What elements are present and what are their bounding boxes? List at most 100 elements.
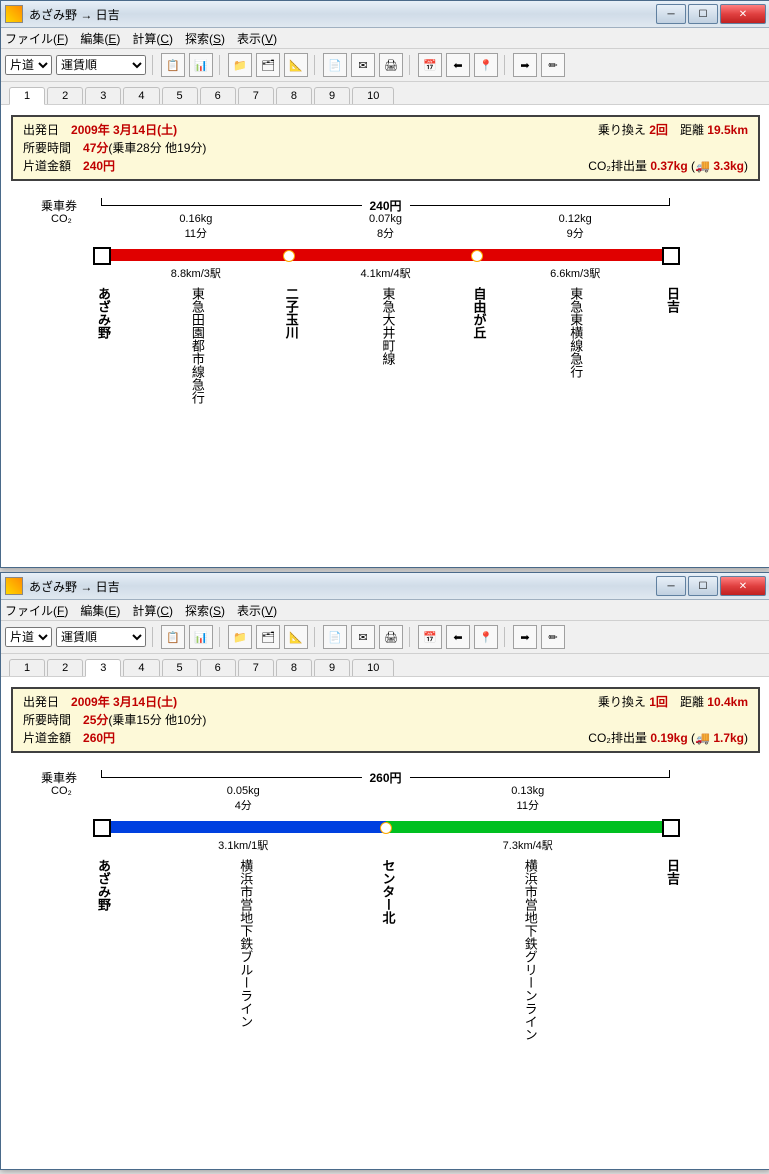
km-seg-value: 6.6km/3駅 [480,265,670,281]
toolbar-button[interactable]: 🗂 [256,53,280,77]
minimize-button[interactable]: ─ [656,4,686,24]
xfer-label: 乗り換え [598,695,646,709]
menu-item[interactable]: 計算(C) [132,30,173,47]
tab[interactable]: 9 [314,87,350,104]
xfer-value: 1回 [649,695,668,709]
toolbar-button[interactable]: ➡ [513,53,537,77]
menu-item[interactable]: 計算(C) [132,602,173,619]
sort-select[interactable]: 運賃順 [56,55,146,75]
toolbar-button[interactable]: 📐 [284,53,308,77]
dep-value: 2009年 3月14日(土) [71,695,177,709]
toolbar-button[interactable]: 📅 [418,53,442,77]
menu-item[interactable]: 探索(S) [185,30,225,47]
toolbar-button[interactable]: ✏ [541,53,565,77]
content-area: 出発日 2009年 3月14日(土) 所要時間 47分(乗車28分 他19分) … [1,105,769,567]
menu-item[interactable]: ファイル(F) [5,602,68,619]
toolbar-button[interactable]: ⬅ [446,625,470,649]
tab[interactable]: 4 [123,659,159,676]
menu-item[interactable]: ファイル(F) [5,30,68,47]
tab[interactable]: 5 [162,659,198,676]
app-icon [5,5,23,23]
co2-seg-value: 0.07kg [291,213,481,225]
tab[interactable]: 10 [352,87,394,104]
menu-item[interactable]: 表示(V) [237,30,277,47]
tab[interactable]: 10 [352,659,394,676]
tab[interactable]: 3 [85,659,121,677]
toolbar-button[interactable]: 🖨 [379,625,403,649]
tab[interactable]: 9 [314,659,350,676]
toolbar-button[interactable]: 📊 [189,53,213,77]
tab[interactable]: 8 [276,659,312,676]
toolbar-button[interactable]: 📄 [323,53,347,77]
toolbar-button[interactable]: 📋 [161,53,185,77]
toolbar-button[interactable]: 📁 [228,53,252,77]
xfer-value: 2回 [649,123,668,137]
tab[interactable]: 7 [238,87,274,104]
close-button[interactable]: ✕ [720,576,766,596]
trip-type-select[interactable]: 片道 [5,627,52,647]
toolbar-button[interactable]: 🗂 [256,625,280,649]
menu-item[interactable]: 探索(S) [185,602,225,619]
tab[interactable]: 6 [200,87,236,104]
maximize-button[interactable]: ☐ [688,4,718,24]
sort-select[interactable]: 運賃順 [56,627,146,647]
window-title: あざみ野 → 日吉 [29,578,656,595]
tab[interactable]: 4 [123,87,159,104]
station-terminal-icon [662,247,680,265]
truck-icon: 🚚 [695,731,710,745]
tab[interactable]: 3 [85,87,121,104]
toolbar-button[interactable]: 📍 [474,53,498,77]
line-name: 東急田園都市線急行 [188,287,207,404]
toolbar-button[interactable]: 📋 [161,625,185,649]
dist-value: 19.5km [707,123,748,137]
toolbar-button[interactable]: ✉ [351,625,375,649]
menu-item[interactable]: 編集(E) [80,602,120,619]
tab[interactable]: 2 [47,87,83,104]
tab[interactable]: 8 [276,87,312,104]
content-area: 出発日 2009年 3月14日(土) 所要時間 25分(乗車15分 他10分) … [1,677,769,1169]
tab[interactable]: 1 [9,659,45,676]
maximize-button[interactable]: ☐ [688,576,718,596]
time-seg-value: 11分 [101,225,291,241]
tab[interactable]: 6 [200,659,236,676]
fare-value: 240円 [83,159,115,173]
toolbar-button[interactable]: 📊 [189,625,213,649]
toolbar-button[interactable]: 📄 [323,625,347,649]
tab[interactable]: 2 [47,659,83,676]
toolbar-button[interactable]: ✉ [351,53,375,77]
fare-header: 乗車券 260円 [101,769,670,771]
close-button[interactable]: ✕ [720,4,766,24]
route-segment [386,821,671,833]
toolbar-button[interactable]: 📅 [418,625,442,649]
co2-value: 0.19kg [650,731,687,745]
menu-item[interactable]: 編集(E) [80,30,120,47]
fare-left-label: 乗車券 [41,769,77,786]
fare-center-value: 240円 [361,197,409,214]
tab[interactable]: 7 [238,659,274,676]
fare-header: 乗車券 240円 [101,197,670,199]
menu-item[interactable]: 表示(V) [237,602,277,619]
toolbar-button[interactable]: 📐 [284,625,308,649]
km-seg-value: 4.1km/4駅 [291,265,481,281]
minimize-button[interactable]: ─ [656,576,686,596]
station-name: 日吉 [663,287,682,313]
line-name: 東急大井町線 [379,287,398,365]
route-diagram: 乗車券 240円CO₂0.16kg0.07kg0.12kg11分8分9分8.8k… [11,197,760,557]
toolbar-button[interactable]: 🖨 [379,53,403,77]
co2-value: 0.37kg [650,159,687,173]
dist-value: 10.4km [707,695,748,709]
truck-value: 1.7kg [713,731,744,745]
toolbar-button[interactable]: ✏ [541,625,565,649]
tab[interactable]: 1 [9,87,45,105]
window-title: あざみ野 → 日吉 [29,6,656,23]
toolbar: 片道運賃順 📋📊 📁🗂📐 📄✉🖨 📅⬅📍 ➡✏ [1,49,769,82]
toolbar-button[interactable]: ➡ [513,625,537,649]
toolbar-button[interactable]: 📍 [474,625,498,649]
toolbar-button[interactable]: ⬅ [446,53,470,77]
tab[interactable]: 5 [162,87,198,104]
trip-type-select[interactable]: 片道 [5,55,52,75]
station-name: 自由が丘 [470,287,489,339]
co2-row: CO₂0.05kg0.13kg [101,785,670,797]
toolbar-button[interactable]: 📁 [228,625,252,649]
dur-value: 47分 [83,141,108,155]
